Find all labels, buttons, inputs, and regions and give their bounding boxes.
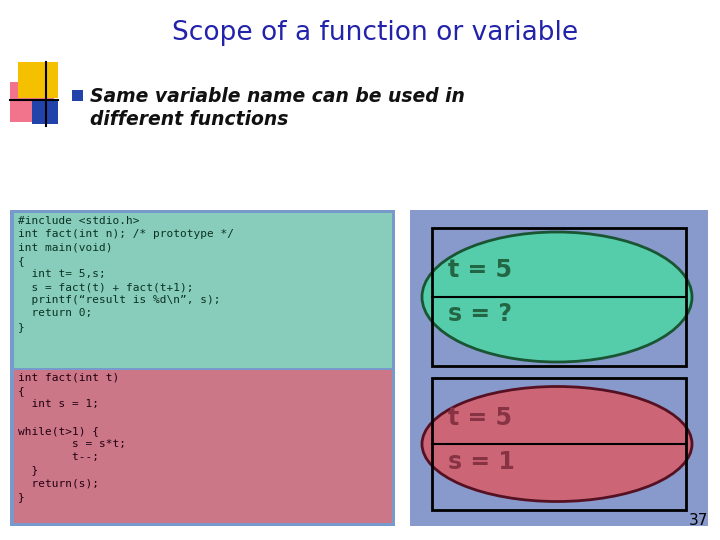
Text: int fact(int t)
{
  int s = 1;

while(t>1) {
        s = s*t;
        t--;
  }
 : int fact(int t) { int s = 1; while(t>1) … bbox=[18, 373, 126, 502]
Text: t = 5: t = 5 bbox=[448, 406, 512, 430]
Text: Scope of a function or variable: Scope of a function or variable bbox=[172, 20, 578, 46]
Text: t = 5: t = 5 bbox=[448, 258, 512, 282]
Text: Same variable name can be used in: Same variable name can be used in bbox=[90, 87, 465, 106]
FancyBboxPatch shape bbox=[14, 213, 392, 368]
FancyBboxPatch shape bbox=[32, 100, 58, 124]
FancyBboxPatch shape bbox=[10, 210, 395, 526]
Text: s = ?: s = ? bbox=[448, 302, 512, 326]
FancyBboxPatch shape bbox=[18, 62, 58, 98]
FancyBboxPatch shape bbox=[410, 210, 708, 526]
FancyBboxPatch shape bbox=[72, 90, 83, 101]
Text: 37: 37 bbox=[688, 513, 708, 528]
Text: different functions: different functions bbox=[90, 110, 289, 129]
Ellipse shape bbox=[422, 387, 692, 502]
FancyBboxPatch shape bbox=[14, 370, 392, 523]
Text: #include <stdio.h>
int fact(int n); /* prototype */
int main(void)
{
  int t= 5,: #include <stdio.h> int fact(int n); /* p… bbox=[18, 216, 234, 332]
Text: s = 1: s = 1 bbox=[448, 450, 515, 474]
Ellipse shape bbox=[422, 232, 692, 362]
FancyBboxPatch shape bbox=[10, 82, 54, 122]
